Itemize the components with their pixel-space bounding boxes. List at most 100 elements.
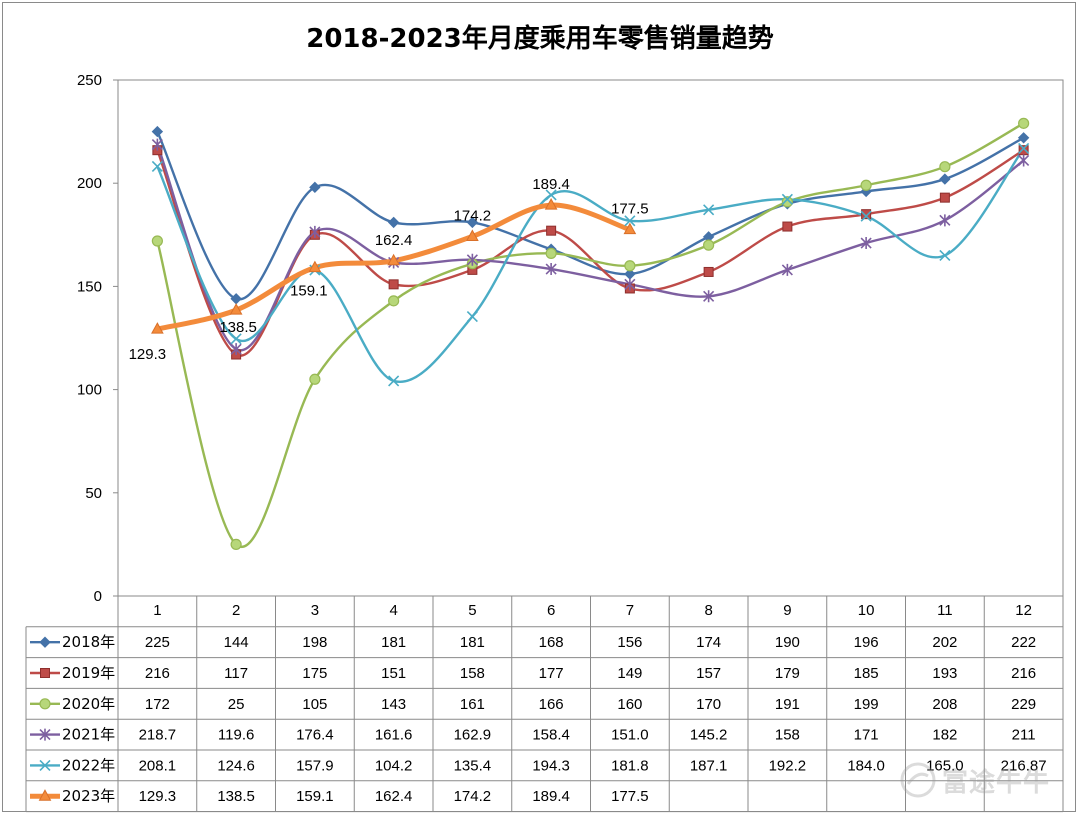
- series-2-point: [939, 192, 950, 203]
- legend-key-marker: [39, 759, 51, 771]
- series-2-point: [782, 221, 793, 232]
- series-5-point: [151, 160, 163, 173]
- data-label: 189.4: [532, 176, 570, 193]
- table-cell: 170: [696, 696, 721, 713]
- table-cell: 193: [932, 665, 957, 682]
- table-cell: 149: [617, 665, 642, 682]
- table-cell: 162.9: [454, 727, 492, 744]
- data-label: 138.5: [219, 319, 257, 336]
- table-cell: 129.3: [139, 788, 177, 805]
- series-1-point: [387, 216, 400, 229]
- x-tick-label: 9: [783, 602, 791, 619]
- table-cell: 196: [854, 634, 879, 651]
- series-6-point: [466, 229, 479, 241]
- table-cell: 199: [854, 696, 879, 713]
- series-1-point: [1017, 132, 1030, 144]
- series-4-point: [466, 253, 478, 266]
- table-cell: 194.3: [532, 757, 570, 774]
- table-cell: 156: [617, 634, 642, 651]
- series-6-point: [151, 322, 164, 334]
- series-line-4: [156, 143, 1025, 352]
- series-3-point: [781, 196, 793, 208]
- series-5-point: [703, 204, 715, 216]
- legend-label: 2021年: [62, 726, 115, 744]
- watermark-text: 富途牛牛: [942, 768, 1051, 798]
- series-6-point: [387, 253, 400, 266]
- series-1-point: [230, 293, 242, 305]
- watermark-logo-icon: [900, 762, 936, 798]
- table-cell: 182: [932, 727, 957, 744]
- series-4-point: [781, 263, 793, 276]
- data-label: 177.5: [611, 201, 649, 218]
- table-cell: 216: [1011, 665, 1036, 682]
- series-3-point: [230, 538, 242, 551]
- series-4-point: [1018, 154, 1030, 167]
- data-label: 162.4: [375, 232, 413, 249]
- series-1-point: [466, 216, 479, 229]
- table-cell: 198: [302, 634, 327, 651]
- series-6-point: [544, 198, 558, 210]
- table-cell: 158.4: [532, 727, 570, 744]
- series-6-point: [308, 260, 322, 273]
- table-cell: 165.0: [926, 757, 964, 774]
- table-cell: 117: [224, 665, 248, 682]
- table-cell: 222: [1011, 634, 1036, 651]
- data-label: 159.1: [290, 283, 328, 300]
- series-5-point: [624, 215, 636, 227]
- table-cell: 158: [460, 665, 485, 682]
- x-tick-label: 3: [311, 602, 319, 619]
- x-tick-label: 2: [232, 602, 240, 619]
- series-4-point: [703, 290, 715, 303]
- table-cell: 191: [775, 696, 800, 713]
- legend-key-marker: [38, 789, 52, 801]
- table-cell: 161.6: [375, 727, 413, 744]
- table-cell: 216: [145, 665, 170, 682]
- legend-label: 2019年: [62, 664, 115, 682]
- table-cell: 208: [932, 696, 957, 713]
- watermark: 富途牛牛: [900, 760, 1070, 800]
- x-tick-label: 4: [389, 602, 397, 619]
- table-cell: 160: [617, 696, 642, 713]
- legend-label: 2023年: [62, 787, 115, 805]
- data-label: 129.3: [129, 346, 167, 363]
- series-line-3: [156, 122, 1025, 548]
- y-tick-label: 250: [77, 72, 102, 89]
- y-tick-label: 100: [77, 382, 102, 399]
- series-3-point: [703, 239, 715, 251]
- series-3-point: [309, 373, 321, 385]
- table-cell: 151.0: [611, 727, 649, 744]
- y-tick-label: 50: [85, 485, 102, 502]
- table-cell: 166: [539, 696, 564, 713]
- series-4-point: [230, 343, 242, 356]
- series-4-point: [624, 278, 636, 291]
- table-cell: 181.8: [611, 757, 649, 774]
- table-cell: 181: [381, 634, 406, 651]
- series-3-point: [624, 260, 636, 272]
- series-3-point: [151, 235, 163, 247]
- series-3-point: [545, 247, 557, 259]
- series-5-point: [939, 249, 951, 262]
- table-cell: 218.7: [139, 727, 177, 744]
- series-5-point: [545, 189, 557, 201]
- table-cell: 189.4: [532, 788, 570, 805]
- series-6-point: [229, 303, 243, 315]
- table-cell: 187.1: [690, 757, 728, 774]
- series-6-point: [623, 222, 637, 235]
- table-cell: 192.2: [769, 757, 807, 774]
- table-cell: 151: [381, 665, 406, 682]
- table-cell: 119.6: [218, 727, 254, 744]
- series-5-point: [466, 310, 478, 323]
- series-2-point: [861, 209, 872, 220]
- series-4-point: [309, 225, 321, 238]
- table-cell: 225: [145, 634, 170, 651]
- table-cell: 138.5: [217, 788, 255, 805]
- table-cell: 159.1: [296, 788, 334, 805]
- table-cell: 177: [539, 665, 564, 682]
- series-3-point: [860, 179, 872, 191]
- data-label: 174.2: [454, 207, 492, 224]
- chart-title: 2018-2023年月度乘用车零售销量趋势: [306, 24, 774, 54]
- series-5-point: [781, 193, 793, 205]
- table-cell: 158: [775, 727, 800, 744]
- series-2-point: [703, 266, 714, 277]
